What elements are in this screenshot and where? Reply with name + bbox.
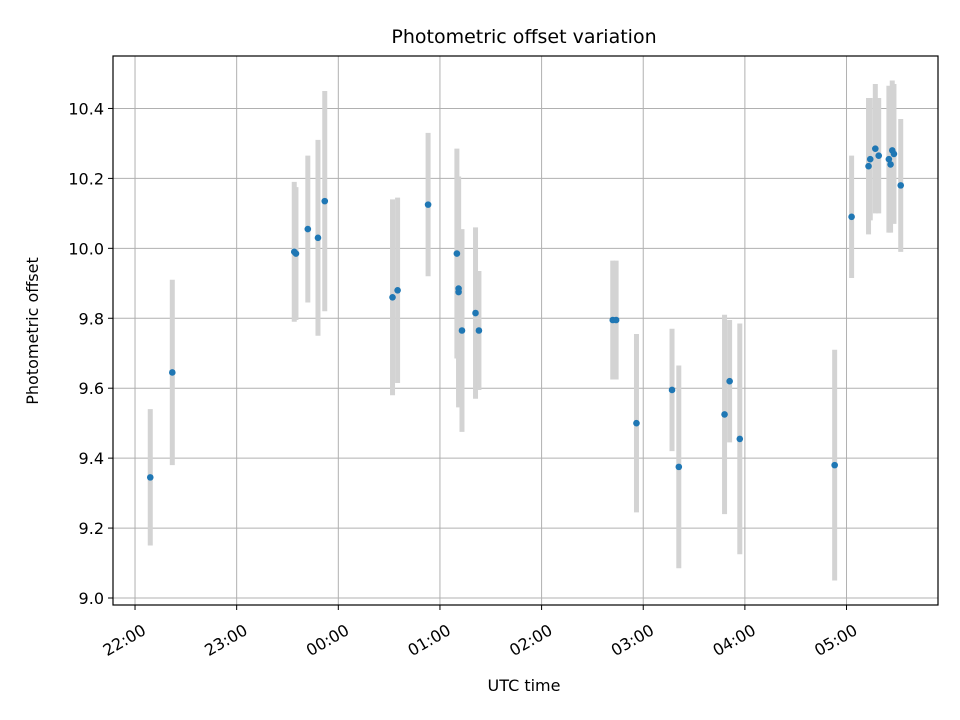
data-point (146, 474, 154, 481)
y-tick-label: 9.4 (79, 449, 104, 468)
data-point (314, 234, 322, 242)
data-point (292, 250, 300, 257)
data-point (736, 435, 744, 443)
data-point (848, 213, 855, 221)
data-point (885, 155, 893, 163)
x-axis-label: UTC time (488, 676, 561, 695)
data-point (890, 150, 898, 158)
data-point (394, 286, 401, 294)
data-point (455, 285, 462, 292)
data-point (866, 155, 874, 163)
data-points (146, 145, 905, 481)
data-point (668, 386, 676, 394)
y-tick-label: 9.2 (79, 519, 104, 538)
y-axis-label: Photometric offset (23, 257, 42, 405)
data-point (675, 463, 683, 471)
data-point (453, 250, 461, 257)
data-point (321, 197, 329, 205)
data-point (424, 201, 432, 208)
data-point (389, 293, 396, 301)
y-tick-label: 10.4 (68, 99, 104, 118)
data-point (612, 316, 620, 324)
data-point (168, 369, 176, 376)
data-point (865, 162, 872, 170)
y-tick-label: 9.0 (79, 589, 104, 608)
data-point (897, 182, 905, 189)
data-point (475, 327, 483, 334)
y-tick-label: 10.0 (68, 239, 104, 258)
data-point (304, 225, 312, 233)
data-point (872, 145, 879, 152)
data-point (472, 309, 479, 317)
data-point (875, 152, 883, 159)
y-tick-label: 9.8 (79, 309, 104, 328)
data-point (831, 461, 838, 469)
grid (113, 56, 938, 605)
y-tick-label: 9.6 (79, 379, 104, 398)
data-point (458, 327, 466, 334)
plot-frame (112, 55, 939, 606)
y-tick-label: 10.2 (68, 169, 104, 188)
data-point (721, 411, 728, 418)
data-point (633, 419, 640, 427)
chart-title: Photometric offset variation (391, 26, 656, 48)
data-point (726, 377, 733, 385)
data-point (887, 161, 894, 168)
y-axis-ticks: 9.0 9.2 9.4 9.6 9.8 10.0 10.2 10.4 (68, 99, 113, 608)
